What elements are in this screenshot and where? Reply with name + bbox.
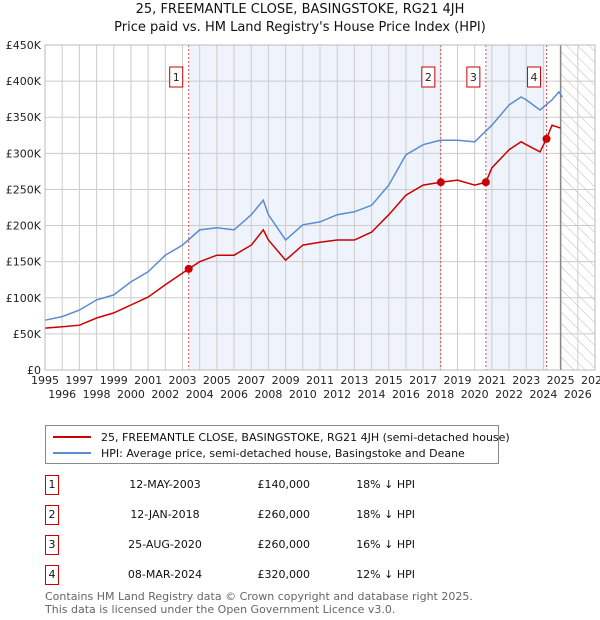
transaction-price: £140,000 bbox=[257, 478, 311, 491]
x-tick-label: 2002 bbox=[151, 388, 179, 401]
x-tick-label: 1999 bbox=[100, 374, 128, 387]
x-tick-label: 2017 bbox=[409, 374, 437, 387]
sale-label-number: 2 bbox=[425, 71, 432, 84]
transaction-number-badge: 3 bbox=[45, 535, 59, 555]
transaction-date: 12-MAY-2003 bbox=[129, 478, 201, 491]
legend-item-property: 25, FREEMANTLE CLOSE, BASINGSTOKE, RG21 … bbox=[53, 430, 510, 444]
x-tick-label: 2022 bbox=[495, 388, 523, 401]
sale-label-border bbox=[527, 66, 542, 88]
sale-label-border bbox=[421, 66, 436, 88]
transaction-row: 1 12-MAY-2003 £140,000 18% ↓ HPI bbox=[45, 475, 445, 495]
x-tick-label: 2006 bbox=[220, 388, 248, 401]
x-tick-label: 2013 bbox=[340, 374, 368, 387]
transaction-price: £320,000 bbox=[257, 568, 311, 581]
x-tick-label: 2014 bbox=[358, 388, 386, 401]
x-tick-label: 2008 bbox=[254, 388, 282, 401]
y-tick-label: £100K bbox=[6, 292, 42, 305]
sale-label-number: 3 bbox=[470, 71, 477, 84]
x-tick-label: 2016 bbox=[392, 388, 420, 401]
chart-subtitle: Price paid vs. HM Land Registry's House … bbox=[114, 20, 486, 35]
transaction-number-badge: 1 bbox=[45, 475, 59, 495]
x-tick-label: 2026 bbox=[564, 388, 592, 401]
transaction-price: £260,000 bbox=[257, 538, 311, 551]
shaded-period-1 bbox=[188, 45, 441, 370]
sale-label-number: 1 bbox=[173, 71, 180, 84]
y-tick-label: £300K bbox=[6, 147, 42, 160]
transaction-price: £260,000 bbox=[257, 508, 311, 521]
x-tick-label: 2010 bbox=[289, 388, 317, 401]
x-tick-label: 2025 bbox=[547, 374, 575, 387]
transaction-hpi-diff: 18% ↓ HPI bbox=[356, 508, 415, 521]
x-tick-label: 2021 bbox=[478, 374, 506, 387]
legend-swatch-property bbox=[53, 436, 91, 438]
transaction-hpi-diff: 12% ↓ HPI bbox=[356, 568, 415, 581]
footer-licence: This data is licensed under the Open Gov… bbox=[45, 603, 396, 616]
sale-point bbox=[184, 264, 193, 273]
x-tick-label: 2015 bbox=[375, 374, 403, 387]
x-tick-label: 2024 bbox=[529, 388, 557, 401]
hpi-line bbox=[44, 90, 563, 321]
sale-point bbox=[436, 178, 445, 187]
x-tick-label: 1996 bbox=[48, 388, 76, 401]
price-chart: 1995199619971998199920002001200220032004… bbox=[6, 39, 600, 401]
x-tick-label: 2003 bbox=[169, 374, 197, 387]
transaction-row: 2 12-JAN-2018 £260,000 18% ↓ HPI bbox=[45, 505, 445, 525]
x-tick-label: 2009 bbox=[272, 374, 300, 387]
sale-label-border bbox=[169, 66, 184, 88]
transaction-date: 08-MAR-2024 bbox=[127, 568, 203, 581]
legend-item-hpi: HPI: Average price, semi-detached house,… bbox=[53, 446, 465, 460]
shaded-period-2 bbox=[485, 45, 547, 370]
footer-copyright: Contains HM Land Registry data © Crown c… bbox=[45, 590, 473, 603]
x-tick-label: 2007 bbox=[237, 374, 265, 387]
transaction-row: 4 08-MAR-2024 £320,000 12% ↓ HPI bbox=[45, 565, 445, 585]
sale-label-box: 2 bbox=[421, 66, 436, 88]
plot-border bbox=[44, 44, 596, 371]
transaction-date: 25-AUG-2020 bbox=[128, 538, 202, 551]
x-tick-label: 2027 bbox=[581, 374, 600, 387]
transaction-hpi-diff: 18% ↓ HPI bbox=[356, 478, 415, 491]
x-tick-label: 2004 bbox=[186, 388, 214, 401]
x-tick-label: 2012 bbox=[323, 388, 351, 401]
x-tick-label: 2011 bbox=[306, 374, 334, 387]
y-tick-label: £200K bbox=[6, 220, 42, 233]
y-tick-label: £50K bbox=[13, 328, 42, 341]
sale-point bbox=[542, 134, 551, 143]
x-tick-label: 2005 bbox=[203, 374, 231, 387]
sale-label-box: 4 bbox=[527, 66, 542, 88]
transaction-number-badge: 2 bbox=[45, 505, 59, 525]
x-tick-label: 2020 bbox=[461, 388, 489, 401]
legend: 25, FREEMANTLE CLOSE, BASINGSTOKE, RG21 … bbox=[45, 425, 510, 464]
sale-label-border bbox=[466, 66, 481, 88]
sale-label-box: 1 bbox=[169, 66, 184, 88]
y-tick-label: £150K bbox=[6, 256, 42, 269]
transaction-row: 3 25-AUG-2020 £260,000 16% ↓ HPI bbox=[45, 535, 445, 555]
sale-point bbox=[481, 178, 490, 187]
x-tick-label: 2001 bbox=[134, 374, 162, 387]
x-tick-label: 2023 bbox=[512, 374, 540, 387]
y-tick-label: £350K bbox=[6, 111, 42, 124]
sale-label-box: 3 bbox=[466, 66, 481, 88]
x-tick-label: 2018 bbox=[426, 388, 454, 401]
chart-title: 25, FREEMANTLE CLOSE, BASINGSTOKE, RG21 … bbox=[135, 2, 465, 17]
y-tick-label: £450K bbox=[6, 39, 42, 52]
x-tick-label: 2019 bbox=[444, 374, 472, 387]
y-tick-label: £0 bbox=[27, 364, 41, 377]
legend-label-property: 25, FREEMANTLE CLOSE, BASINGSTOKE, RG21 … bbox=[101, 430, 510, 444]
y-tick-label: £400K bbox=[6, 75, 42, 88]
x-tick-label: 2000 bbox=[117, 388, 145, 401]
legend-swatch-hpi bbox=[53, 452, 91, 454]
property-price-line bbox=[44, 124, 561, 329]
x-tick-label: 1995 bbox=[31, 374, 59, 387]
x-tick-label: 1998 bbox=[83, 388, 111, 401]
transaction-hpi-diff: 16% ↓ HPI bbox=[356, 538, 415, 551]
sale-label-number: 4 bbox=[531, 71, 538, 84]
transaction-number-badge: 4 bbox=[45, 565, 59, 585]
x-tick-label: 1997 bbox=[65, 374, 93, 387]
transaction-date: 12-JAN-2018 bbox=[130, 508, 200, 521]
legend-label-hpi: HPI: Average price, semi-detached house,… bbox=[101, 446, 465, 460]
y-tick-label: £250K bbox=[6, 183, 42, 196]
